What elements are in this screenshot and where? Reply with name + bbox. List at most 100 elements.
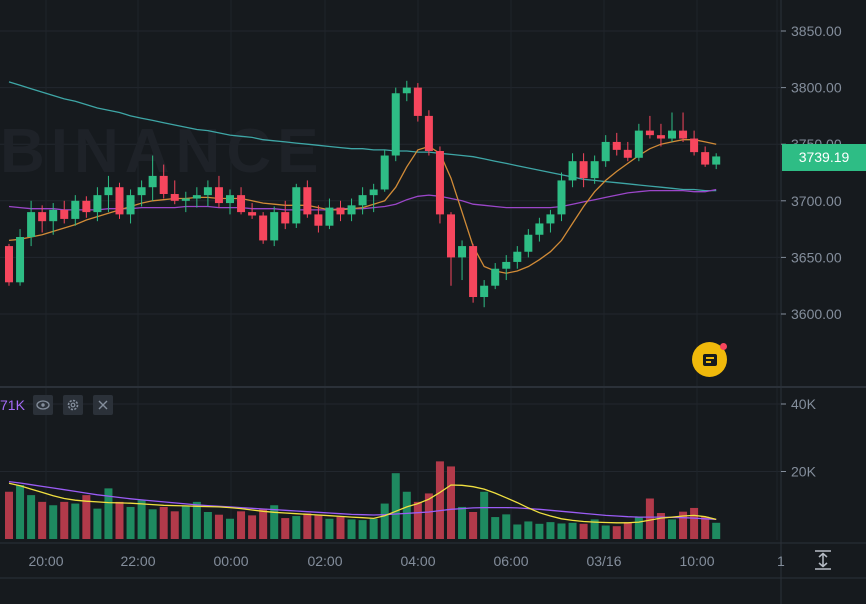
volume-bar[interactable] — [380, 503, 389, 539]
candle[interactable] — [248, 203, 257, 219]
candle[interactable] — [358, 187, 367, 215]
volume-bar[interactable] — [115, 501, 124, 539]
candle[interactable] — [60, 200, 69, 224]
candle[interactable] — [590, 155, 599, 184]
candle[interactable] — [303, 180, 312, 218]
candle[interactable] — [148, 155, 157, 201]
candle[interactable] — [82, 196, 91, 218]
volume-bar[interactable] — [679, 511, 688, 539]
candle[interactable] — [402, 80, 411, 102]
volume-bar[interactable] — [690, 507, 699, 539]
candle[interactable] — [712, 153, 721, 170]
candle[interactable] — [502, 255, 511, 281]
candle[interactable] — [181, 191, 190, 213]
volume-bar[interactable] — [248, 515, 257, 539]
volume-bar[interactable] — [402, 491, 411, 539]
gear-icon[interactable] — [62, 395, 83, 415]
candle[interactable] — [535, 217, 544, 242]
volume-bar[interactable] — [292, 516, 301, 539]
volume-bar[interactable] — [601, 525, 610, 540]
volume-bar[interactable] — [303, 513, 312, 539]
candle[interactable] — [380, 149, 389, 192]
volume-bar[interactable] — [93, 508, 102, 539]
volume-bar[interactable] — [668, 519, 676, 539]
volume-bar[interactable] — [5, 491, 13, 539]
chat-fab-button[interactable] — [692, 342, 727, 377]
candle[interactable] — [104, 175, 113, 213]
candle[interactable] — [634, 123, 643, 162]
volume-bar[interactable] — [568, 522, 577, 539]
volume-bar[interactable] — [546, 522, 555, 539]
candle[interactable] — [579, 153, 588, 188]
price-axis[interactable]: 3850.003800.003750.003700.003650.003600.… — [781, 23, 842, 322]
volume-bar[interactable] — [203, 512, 212, 539]
candle[interactable] — [137, 180, 146, 207]
candle[interactable] — [601, 135, 610, 167]
candle[interactable] — [668, 112, 676, 142]
candle[interactable] — [424, 110, 433, 156]
volume-bar[interactable] — [645, 498, 654, 540]
volume-bar[interactable] — [435, 461, 444, 539]
volume-bar[interactable] — [458, 506, 467, 539]
candle[interactable] — [347, 198, 356, 222]
candle[interactable] — [458, 240, 467, 281]
volume-bar[interactable] — [16, 485, 25, 539]
volume-bar[interactable] — [192, 501, 201, 539]
volume-bar[interactable] — [336, 516, 345, 539]
candle[interactable] — [115, 182, 124, 219]
candle[interactable] — [270, 206, 279, 247]
volume-bar[interactable] — [170, 511, 179, 539]
candle[interactable] — [49, 203, 58, 235]
candle[interactable] — [325, 198, 334, 230]
volume-bar[interactable] — [513, 524, 522, 539]
candle[interactable] — [679, 112, 688, 142]
volume-bar[interactable] — [535, 523, 544, 539]
volume-bar[interactable] — [623, 522, 632, 539]
candle[interactable] — [524, 229, 533, 258]
candle[interactable] — [491, 263, 500, 290]
candle[interactable] — [292, 183, 301, 228]
eye-icon[interactable] — [32, 395, 53, 415]
volume-bar[interactable] — [491, 517, 500, 539]
volume-bar[interactable] — [281, 518, 290, 539]
volume-bar[interactable] — [391, 473, 400, 539]
candle[interactable] — [38, 205, 47, 233]
volume-bar[interactable] — [701, 516, 710, 539]
volume-bar[interactable] — [656, 513, 665, 539]
time-axis[interactable]: 20:00 22:00 00:00 02:00 04:00 06:00 03/16 10:00… — [28, 553, 785, 569]
candle[interactable] — [656, 123, 665, 147]
candle[interactable] — [192, 187, 201, 208]
candle[interactable] — [480, 280, 489, 308]
candle[interactable] — [546, 209, 555, 233]
candle[interactable] — [259, 212, 268, 244]
volume-bar[interactable] — [325, 518, 334, 539]
candlesticks[interactable] — [5, 80, 721, 308]
volume-bar[interactable] — [38, 501, 47, 539]
volume-bar[interactable] — [237, 511, 246, 539]
volume-bar[interactable] — [634, 516, 643, 539]
candle[interactable] — [645, 115, 654, 139]
candle[interactable] — [237, 187, 246, 215]
volume-bar[interactable] — [358, 520, 367, 539]
candle[interactable] — [612, 132, 621, 156]
candle[interactable] — [557, 172, 566, 222]
volume-bar[interactable] — [413, 501, 422, 539]
volume-bar[interactable] — [181, 505, 190, 539]
candle[interactable] — [214, 175, 223, 208]
volume-bar[interactable] — [148, 509, 157, 539]
candle[interactable] — [203, 180, 212, 207]
volume-bar[interactable] — [314, 514, 323, 539]
candle[interactable] — [469, 243, 478, 303]
volume-bar[interactable] — [347, 519, 356, 539]
volume-bar[interactable] — [49, 505, 58, 539]
candle[interactable] — [126, 189, 135, 224]
candle[interactable] — [16, 229, 25, 286]
candle[interactable] — [568, 153, 577, 188]
volume-bar[interactable] — [137, 500, 146, 539]
auto-scale-icon[interactable] — [812, 548, 834, 572]
candle[interactable] — [71, 195, 80, 226]
volume-bar[interactable] — [712, 522, 721, 539]
candle[interactable] — [314, 205, 323, 233]
candle[interactable] — [93, 187, 102, 222]
